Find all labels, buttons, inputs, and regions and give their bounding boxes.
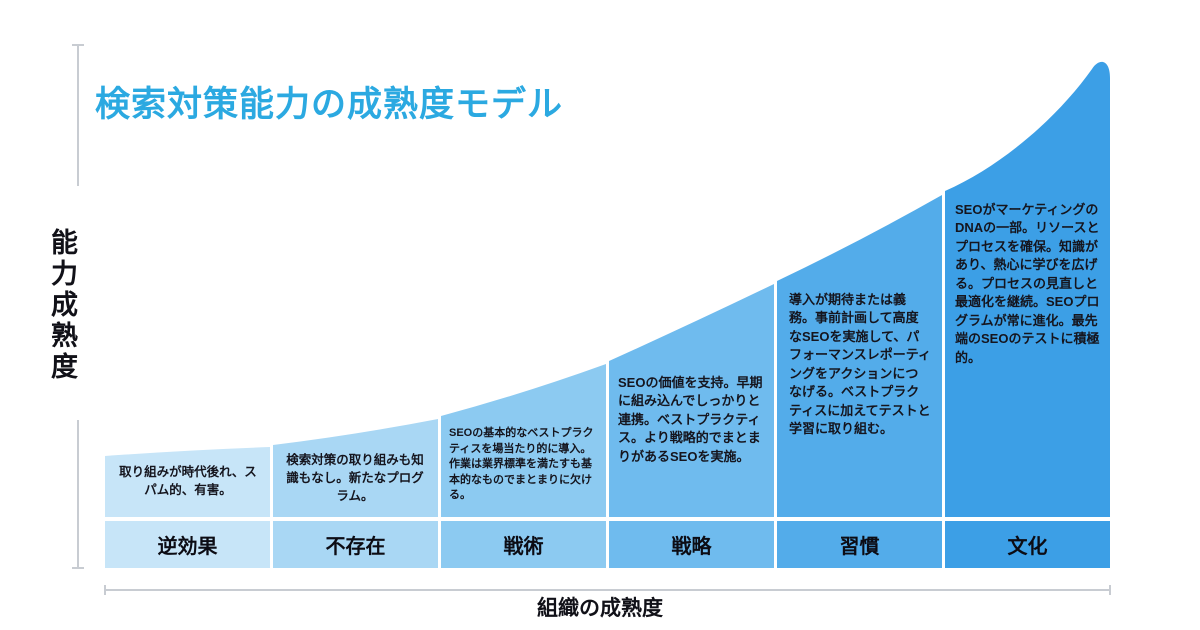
column-shape-3 [441, 364, 606, 517]
column-shape-4 [609, 284, 774, 517]
y-axis-label: 能力成熟度 [47, 228, 77, 383]
page-title: 検索対策能力の成熟度モデル [95, 85, 564, 124]
column-description-5: 導入が期待または義務。事前計画して高度なSEOを実施して、パフォーマンスレポーテ… [789, 292, 931, 437]
column-description-3: SEOの基本的なベストプラクティスを場当たり的に導入。作業は業界標準を満たすも基… [449, 427, 594, 502]
column-band-5 [777, 521, 942, 568]
stage-name-5: 習慣 [839, 536, 880, 558]
stage-name-1: 逆効果 [157, 536, 218, 558]
x-axis-label: 組織の成熟度 [537, 597, 663, 620]
column-band-2 [273, 521, 438, 568]
column-shape-1 [105, 447, 270, 517]
column-shape-5 [777, 195, 942, 517]
column-band-3 [441, 521, 606, 568]
column-description-6: SEOがマーケティングのDNAの一部。リソースとプロセスを確保。知識があり、熱心… [955, 202, 1100, 365]
column-shape-2 [273, 419, 438, 517]
stage-name-6: 文化 [1007, 536, 1048, 558]
stage-name-4: 戦略 [671, 536, 712, 558]
y-axis-line [72, 44, 84, 569]
column-description-1: 取り組みが時代後れ、スパム的、有害。 [119, 465, 257, 497]
column-band-6 [945, 521, 1110, 568]
stage-name-2: 不存在 [325, 536, 386, 558]
column-shape-6 [945, 61, 1110, 518]
stage-name-3: 戦術 [503, 536, 544, 558]
column-description-2: 検索対策の取り組みも知識もなし。新たなプログラム。 [286, 453, 424, 503]
column-band-1 [105, 521, 270, 568]
column-description-4: SEOの価値を支持。早期に組み込んでしっかりと連携。ベストプラクティス。より戦略… [618, 375, 763, 464]
column-band-4 [609, 521, 774, 568]
x-axis-line [104, 585, 1111, 595]
